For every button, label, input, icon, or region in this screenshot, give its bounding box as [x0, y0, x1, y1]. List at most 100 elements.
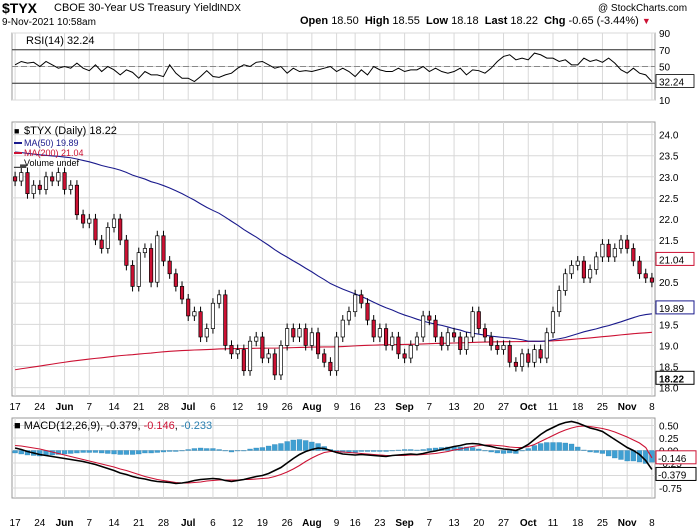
- x-tick-label: 26: [282, 518, 294, 529]
- macd-histogram-bar: [284, 441, 290, 451]
- candle-up: [557, 290, 562, 313]
- candle-up: [334, 336, 339, 372]
- candle-down: [371, 319, 376, 338]
- macd-histogram-bar: [61, 450, 68, 455]
- x-tick-label: 13: [449, 518, 461, 529]
- macd-histogram-bar: [272, 444, 278, 451]
- x-tick-label: 23: [374, 402, 386, 413]
- macd-histogram-bar: [488, 450, 494, 453]
- price-tick-label: 18.0: [659, 384, 679, 395]
- macd-histogram-bar: [352, 450, 358, 453]
- candle-up: [31, 184, 36, 195]
- candle-up: [217, 294, 222, 304]
- x-tick-label: 21: [133, 402, 145, 413]
- macd-histogram-bar: [117, 450, 123, 455]
- macd-histogram-bar: [111, 450, 117, 455]
- candle-up: [600, 243, 605, 258]
- macd-histogram-bar: [303, 440, 309, 451]
- macd-histogram-bar: [222, 450, 228, 452]
- macd-histogram-bar: [290, 439, 296, 451]
- chart-date: 9-Nov-2021 10:58am: [2, 17, 96, 28]
- candle-down: [167, 260, 172, 275]
- candle-up: [340, 319, 345, 338]
- candle-up: [390, 336, 395, 346]
- macd-histogram-bar: [593, 450, 599, 453]
- candle-down: [13, 176, 18, 182]
- chart-header: $TYX CBOE 30-Year US Treasury Yield INDX…: [0, 0, 700, 32]
- macd-histogram-bar: [136, 450, 142, 455]
- candle-down: [396, 336, 401, 355]
- watermark: @ StockCharts.com: [598, 3, 688, 14]
- x-tick-label: 27: [498, 402, 510, 413]
- macd-histogram-bar: [550, 442, 556, 451]
- macd-histogram-bar: [426, 448, 432, 451]
- x-tick-label: 20: [473, 402, 485, 413]
- candle-up: [43, 176, 49, 190]
- candle-up: [575, 260, 580, 266]
- macd-histogram-bar: [525, 448, 531, 451]
- x-tick-label: 27: [498, 518, 510, 529]
- x-tick-label: Oct: [520, 518, 537, 529]
- candle-down: [241, 349, 246, 372]
- candle-down: [625, 239, 630, 249]
- x-tick-label: 6: [210, 402, 216, 413]
- candle-up: [408, 345, 413, 359]
- candle-up: [111, 218, 117, 228]
- macd-histogram-bar: [154, 450, 160, 453]
- macd-histogram-bar: [587, 450, 593, 453]
- candle-down: [173, 273, 178, 287]
- macd-tick-label: -0.25: [659, 459, 682, 470]
- macd-histogram-bar: [265, 445, 272, 451]
- candle-up: [346, 311, 352, 321]
- candle-down: [161, 235, 166, 262]
- candle-down: [25, 172, 30, 195]
- macd-histogram-bar: [228, 450, 235, 453]
- candle-down: [507, 345, 512, 363]
- x-tick-label: 14: [108, 402, 120, 413]
- x-tick-label: Jun: [56, 402, 74, 413]
- macd-histogram-bar: [395, 449, 402, 451]
- candle-up: [464, 336, 469, 350]
- macd-histogram-bar: [74, 450, 80, 454]
- x-tick-label: 9: [334, 518, 340, 529]
- candle-down: [384, 328, 389, 346]
- candle-up: [285, 328, 290, 346]
- candle-up: [235, 349, 240, 355]
- candle-up: [421, 315, 426, 338]
- macd-histogram-bar: [241, 450, 247, 452]
- x-tick-label: 18: [572, 518, 584, 529]
- candle-down: [513, 361, 518, 367]
- candle-down: [130, 264, 135, 287]
- candle-down: [186, 298, 191, 317]
- candle-down: [118, 218, 123, 241]
- macd-histogram-bar: [204, 448, 210, 451]
- rsi-legend: RSI(14) 32.24: [26, 35, 94, 47]
- macd-histogram-bar: [309, 441, 315, 451]
- rsi-line: [14, 52, 653, 83]
- macd-histogram-bar: [420, 449, 426, 451]
- x-tick-label: 8: [649, 518, 655, 529]
- macd-histogram-bar: [179, 450, 185, 452]
- candle-up: [254, 336, 259, 342]
- macd-histogram-bar: [160, 450, 167, 453]
- macd-histogram-bar: [142, 450, 148, 454]
- macd-signal-last-box: [655, 450, 697, 465]
- ma50-last-label-box: [655, 300, 695, 315]
- x-tick-label: 12: [232, 518, 244, 529]
- candle-up: [550, 311, 556, 334]
- x-tick-label: 11: [548, 402, 559, 413]
- candle-down: [149, 248, 154, 283]
- macd-histogram-bar: [371, 450, 377, 452]
- rsi-tick-label: 10: [659, 96, 671, 107]
- macd-histogram-bar: [599, 450, 606, 454]
- macd-histogram-bar: [482, 450, 488, 452]
- x-tick-label: Jul: [181, 518, 196, 529]
- candle-down: [452, 332, 457, 338]
- macd-histogram-bar: [476, 448, 482, 451]
- candle-down: [315, 332, 321, 355]
- candle-down: [482, 328, 488, 338]
- candle-down: [37, 184, 42, 190]
- candle-down: [402, 353, 407, 359]
- candle-down: [631, 248, 636, 262]
